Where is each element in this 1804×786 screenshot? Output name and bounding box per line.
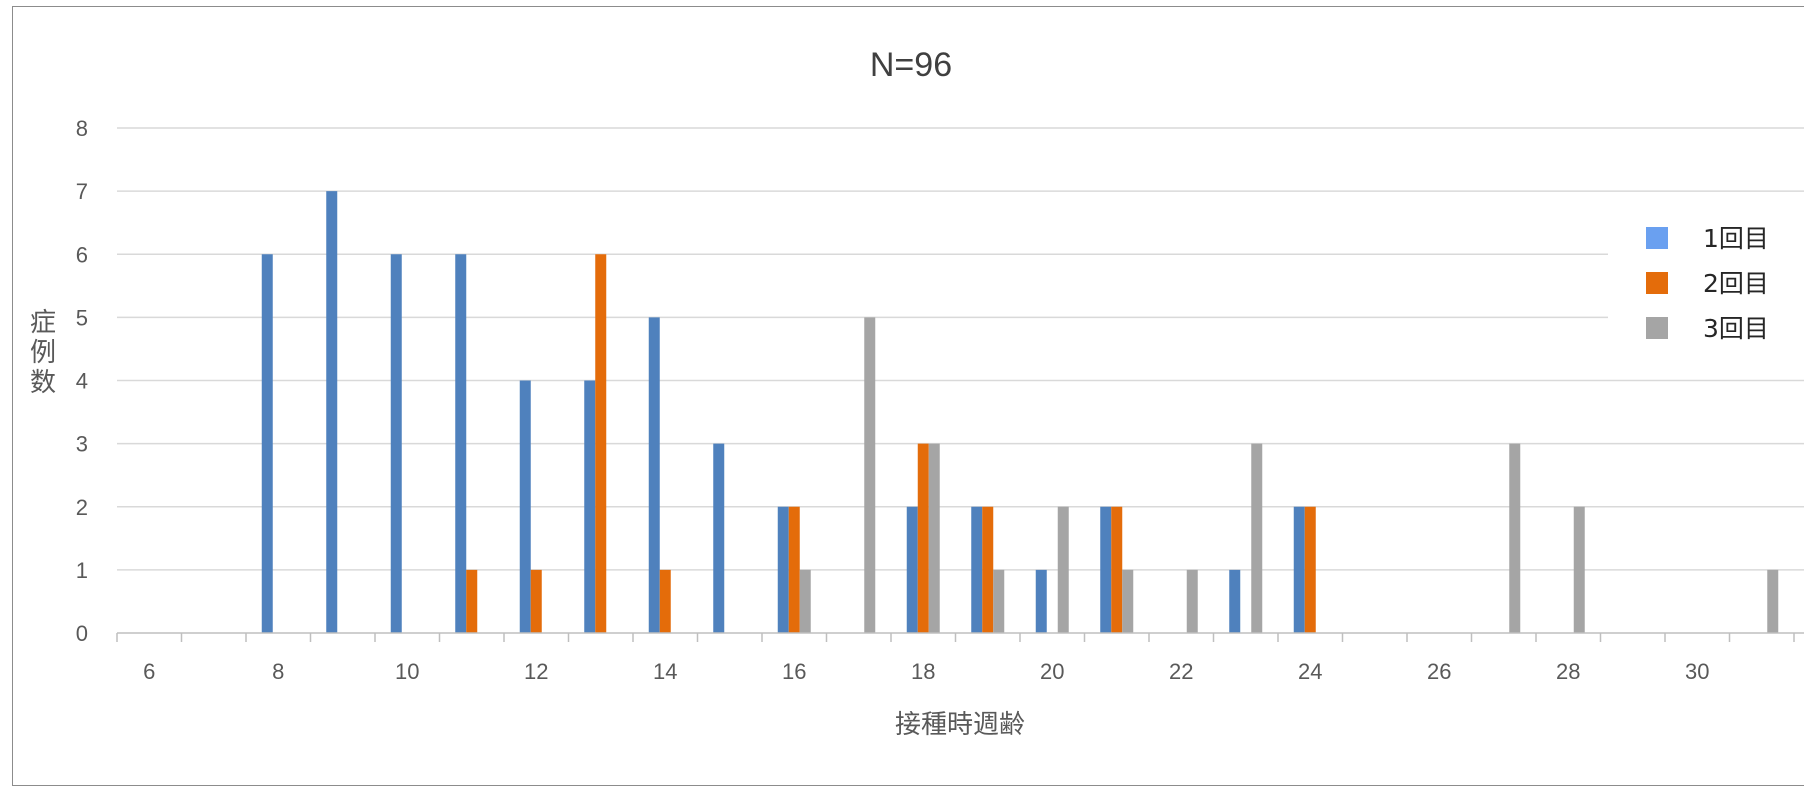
bar-series-1	[326, 191, 338, 633]
y-tick-label: 6	[76, 242, 88, 267]
x-tick-label: 10	[395, 659, 419, 684]
y-tick-label: 4	[76, 369, 88, 394]
bar-series-1	[519, 380, 531, 633]
y-tick-label: 8	[76, 116, 88, 141]
y-axis-ticks: 0 1 2 3 4 5 6 7 8	[76, 116, 88, 646]
y-tick-label: 5	[76, 305, 88, 330]
bar-series-3	[928, 443, 940, 633]
bar-series-2	[1111, 506, 1123, 633]
x-tick-label: 28	[1556, 659, 1580, 684]
legend: 1回目 2回目 3回目	[1608, 212, 1804, 360]
x-tick-label: 6	[143, 659, 155, 684]
y-tick-label: 1	[76, 558, 88, 583]
legend-swatch	[1646, 317, 1668, 339]
x-axis-ticks: 6 8 10 12 14 16 18 20 22 24 26 28 30	[143, 659, 1709, 684]
bar-series-2	[659, 569, 671, 633]
x-tick-label: 30	[1685, 659, 1709, 684]
bar-series-1	[1229, 569, 1241, 633]
bar-series-2	[917, 443, 929, 633]
bar-series-1	[261, 254, 273, 633]
bar-series-2	[595, 254, 607, 633]
bar-series-3	[1251, 443, 1263, 633]
x-axis-title: 接種時週齢	[895, 710, 1025, 740]
bar-series-1	[584, 380, 596, 633]
x-tick-label: 24	[1298, 659, 1322, 684]
x-tick-label: 26	[1427, 659, 1451, 684]
bar-series-1	[648, 317, 660, 633]
y-tick-label: 3	[76, 432, 88, 457]
bar-series-2	[530, 569, 542, 633]
bar-series-3	[1186, 569, 1198, 633]
x-tick-label: 12	[524, 659, 548, 684]
x-tick-label: 18	[911, 659, 935, 684]
bar-series-1	[971, 506, 983, 633]
bar-series-1	[713, 443, 725, 633]
x-tick-label: 14	[653, 659, 677, 684]
bars	[261, 191, 1779, 633]
bar-series-1	[1293, 506, 1305, 633]
bar-series-1	[1035, 569, 1047, 633]
bar-series-1	[455, 254, 467, 633]
bar-series-3	[1573, 506, 1585, 633]
legend-background	[1608, 212, 1804, 360]
y-axis-title: 症例数	[30, 308, 56, 398]
bar-series-3	[1509, 443, 1521, 633]
x-tick-label: 8	[272, 659, 284, 684]
x-tick-label: 16	[782, 659, 806, 684]
bar-series-1	[777, 506, 789, 633]
bar-series-1	[390, 254, 402, 633]
bar-series-3	[799, 569, 811, 633]
legend-label: 3回目	[1703, 314, 1769, 343]
bar-series-3	[1767, 569, 1779, 633]
x-tick-label: 22	[1169, 659, 1193, 684]
legend-swatch	[1646, 272, 1668, 294]
legend-label: 2回目	[1703, 269, 1769, 298]
bar-series-3	[1122, 569, 1134, 633]
bar-series-2	[466, 569, 478, 633]
legend-label: 1回目	[1703, 224, 1769, 253]
bar-series-2	[982, 506, 994, 633]
bar-series-2	[1304, 506, 1316, 633]
bar-series-2	[788, 506, 800, 633]
bar-series-3	[864, 317, 876, 633]
bar-series-3	[993, 569, 1005, 633]
x-axis	[116, 632, 1804, 642]
gridlines	[117, 127, 1804, 571]
legend-swatch	[1646, 227, 1668, 249]
y-tick-label: 0	[76, 621, 88, 646]
x-tick-label: 20	[1040, 659, 1064, 684]
y-tick-label: 7	[76, 179, 88, 204]
bar-series-1	[906, 506, 918, 633]
chart-title: N=96	[870, 46, 952, 84]
y-tick-label: 2	[76, 495, 88, 520]
bar-series-1	[1100, 506, 1112, 633]
bar-series-3	[1057, 506, 1069, 633]
